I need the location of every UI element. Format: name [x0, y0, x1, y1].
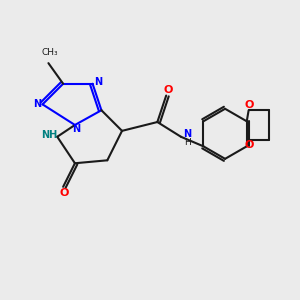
Text: N: N	[183, 129, 191, 140]
Text: O: O	[59, 188, 68, 198]
Text: O: O	[164, 85, 173, 95]
Text: H: H	[184, 137, 191, 146]
Text: N: N	[33, 99, 41, 110]
Text: O: O	[244, 140, 254, 150]
Text: O: O	[244, 100, 254, 110]
Text: N: N	[72, 124, 80, 134]
Text: CH₃: CH₃	[41, 48, 58, 57]
Text: NH: NH	[41, 130, 57, 140]
Text: N: N	[94, 77, 102, 87]
